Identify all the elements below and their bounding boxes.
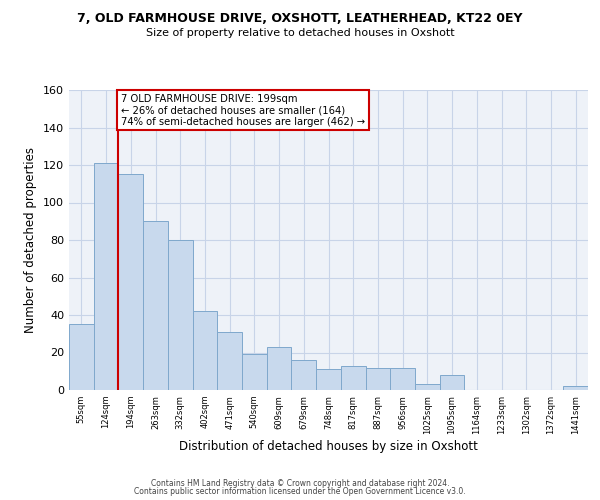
Bar: [365, 368, 390, 390]
Text: Size of property relative to detached houses in Oxshott: Size of property relative to detached ho…: [146, 28, 454, 38]
Bar: [390, 368, 415, 390]
Text: Contains public sector information licensed under the Open Government Licence v3: Contains public sector information licen…: [134, 487, 466, 496]
Bar: [193, 311, 217, 390]
Bar: [440, 375, 464, 390]
Text: Contains HM Land Registry data © Crown copyright and database right 2024.: Contains HM Land Registry data © Crown c…: [151, 478, 449, 488]
Bar: [292, 360, 316, 390]
Bar: [267, 347, 292, 390]
Bar: [563, 386, 588, 390]
X-axis label: Distribution of detached houses by size in Oxshott: Distribution of detached houses by size …: [179, 440, 478, 452]
Bar: [217, 332, 242, 390]
Text: 7 OLD FARMHOUSE DRIVE: 199sqm
← 26% of detached houses are smaller (164)
74% of : 7 OLD FARMHOUSE DRIVE: 199sqm ← 26% of d…: [121, 94, 365, 127]
Bar: [118, 174, 143, 390]
Y-axis label: Number of detached properties: Number of detached properties: [25, 147, 37, 333]
Bar: [341, 366, 365, 390]
Bar: [316, 370, 341, 390]
Bar: [94, 163, 118, 390]
Bar: [143, 221, 168, 390]
Bar: [415, 384, 440, 390]
Bar: [69, 324, 94, 390]
Bar: [168, 240, 193, 390]
Bar: [242, 354, 267, 390]
Text: 7, OLD FARMHOUSE DRIVE, OXSHOTT, LEATHERHEAD, KT22 0EY: 7, OLD FARMHOUSE DRIVE, OXSHOTT, LEATHER…: [77, 12, 523, 26]
